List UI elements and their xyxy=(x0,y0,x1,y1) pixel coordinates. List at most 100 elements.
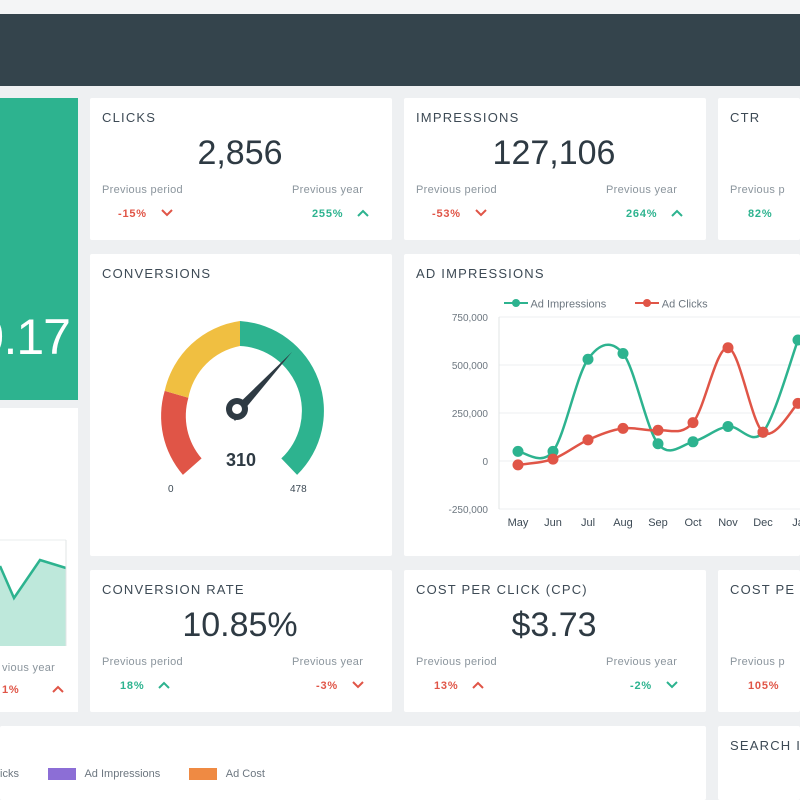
conversion-rate-card[interactable]: CONVERSION RATE 10.85% Previous period P… xyxy=(90,570,392,712)
impressions-card[interactable]: IMPRESSIONS 127,106 Previous period Prev… xyxy=(404,98,706,240)
down-arrow-icon xyxy=(352,681,364,689)
legend-item-label: Ad Cost xyxy=(225,768,265,780)
ctr-title: CTR xyxy=(730,110,761,125)
ad-clicks-point xyxy=(792,397,800,409)
conversions-gauge xyxy=(161,321,324,475)
clicks-card[interactable]: CLICKS 2,856 Previous period Previous ye… xyxy=(90,98,392,240)
left-sparkline-card[interactable]: vious year 1% xyxy=(0,408,78,712)
cpc-prev-period-label: Previous period xyxy=(416,656,497,668)
up-arrow-icon xyxy=(52,684,64,696)
impressions-value: 127,106 xyxy=(492,134,616,172)
x-tick-label: Aug xyxy=(613,517,633,529)
search-card-title: SEARCH I xyxy=(730,738,800,753)
gauge-segment-mid xyxy=(164,321,240,398)
ad-impressions-point xyxy=(617,347,629,359)
cpc-prev-year-value: -2% xyxy=(630,680,678,692)
kpi-highlight-value: 9.17 xyxy=(0,309,71,365)
conversion-rate-prev-period-label: Previous period xyxy=(102,656,183,668)
ad-impressions-title: AD IMPRESSIONS xyxy=(416,266,545,281)
gauge-segment-high xyxy=(240,321,324,475)
dashboard-header xyxy=(0,14,800,86)
clicks-prev-year-label: Previous year xyxy=(292,184,364,196)
conversions-card[interactable]: CONVERSIONS 310 0 478 xyxy=(90,254,392,556)
cost-per-title: COST PE xyxy=(730,582,796,597)
y-tick-label: 250,000 xyxy=(452,409,489,420)
ad-clicks-series-line xyxy=(517,346,799,467)
legend-impressions-marker xyxy=(504,298,528,311)
up-arrow-icon xyxy=(158,681,170,689)
ad-impressions-point xyxy=(547,445,559,457)
x-tick-label: Ja xyxy=(792,517,800,529)
impressions-prev-year-value: 264% xyxy=(626,208,683,220)
search-card[interactable]: SEARCH I xyxy=(718,726,800,800)
cpc-title: COST PER CLICK (CPC) xyxy=(416,582,588,597)
up-arrow-icon xyxy=(357,209,369,217)
legend-swatch-impressions xyxy=(48,768,77,781)
conversions-title: CONVERSIONS xyxy=(102,266,212,281)
impressions-prev-period-value: -53% xyxy=(432,208,487,220)
down-arrow-icon xyxy=(666,681,678,689)
legend-impressions-label: Ad Impressions xyxy=(530,298,607,311)
x-tick-label: Dec xyxy=(753,517,773,529)
gauge-min-label: 0 xyxy=(168,484,174,495)
clicks-value: 2,856 xyxy=(197,134,283,172)
conversion-rate-prev-year-label: Previous year xyxy=(292,656,364,668)
legend-item-label: Ad Impressions xyxy=(84,768,161,780)
ad-clicks-point xyxy=(617,422,629,434)
ad-clicks-point xyxy=(722,342,734,354)
cpc-card[interactable]: COST PER CLICK (CPC) $3.73 Previous peri… xyxy=(404,570,706,712)
ad-impressions-card[interactable]: AD IMPRESSIONS Ad Impressions Ad Clicks … xyxy=(404,254,800,556)
ctr-prev-period-value: 82% xyxy=(748,208,773,220)
ctr-card[interactable]: CTR Previous p 82% xyxy=(718,98,800,240)
bottom-chart-card[interactable]: icks Ad Impressions Ad Cost xyxy=(0,726,706,800)
x-tick-label: Nov xyxy=(718,517,738,529)
up-arrow-icon xyxy=(671,209,683,217)
ad-impressions-point xyxy=(652,438,664,450)
y-tick-label: 750,000 xyxy=(452,313,489,324)
gauge-needle xyxy=(226,352,292,421)
y-tick-label: 0 xyxy=(482,457,488,468)
ad-impressions-point xyxy=(582,353,594,365)
y-tick-label: -250,000 xyxy=(449,505,489,516)
gauge-max-label: 478 xyxy=(290,484,307,495)
legend-item-label: icks xyxy=(0,768,19,780)
top-strip xyxy=(0,0,800,14)
gauge-segment-low xyxy=(161,390,202,475)
kpi-card-highlight[interactable]: 9.17 xyxy=(0,98,78,400)
ad-impressions-point xyxy=(722,420,734,432)
x-tick-label: Sep xyxy=(648,517,668,529)
ad-clicks-point xyxy=(512,459,524,471)
cost-per-card[interactable]: COST PE Previous p 105% xyxy=(718,570,800,712)
x-tick-label: Jul xyxy=(581,517,595,529)
cost-per-prev-period-label: Previous p xyxy=(730,656,785,668)
ad-impressions-point xyxy=(792,334,800,346)
conversion-rate-value: 10.85% xyxy=(182,606,298,644)
conversion-rate-title: CONVERSION RATE xyxy=(102,582,245,597)
ad-impressions-point xyxy=(687,436,699,448)
up-arrow-icon xyxy=(472,681,484,689)
legend-clicks-marker xyxy=(635,298,660,311)
cpc-value: $3.73 xyxy=(511,606,597,644)
impressions-prev-period-label: Previous period xyxy=(416,184,497,196)
ad-clicks-point xyxy=(582,434,594,446)
clicks-prev-year-value: 255% xyxy=(312,208,369,220)
clicks-prev-period-value: -15% xyxy=(118,208,173,220)
left-sparkline-chart xyxy=(0,539,67,646)
legend-clicks-label: Ad Clicks xyxy=(661,298,708,311)
bottom-chart-legend: icks Ad Impressions Ad Cost xyxy=(0,768,265,781)
left-prev-year-value: 1% xyxy=(2,684,20,696)
chart-legend: Ad Impressions Ad Clicks xyxy=(504,298,708,311)
conversions-value: 310 xyxy=(225,450,257,470)
ad-clicks-point xyxy=(757,426,769,438)
cpc-prev-year-label: Previous year xyxy=(606,656,678,668)
down-arrow-icon xyxy=(161,209,173,217)
ad-clicks-point xyxy=(547,453,559,465)
ad-clicks-point xyxy=(652,424,664,436)
cpc-prev-period-value: 13% xyxy=(434,680,484,692)
ad-impressions-line-chart: 750,000 500,000 250,000 0 -250,000 May Jun Jul A… xyxy=(449,313,800,529)
clicks-title: CLICKS xyxy=(102,110,157,125)
conversion-rate-prev-year-value: -3% xyxy=(316,680,364,692)
down-arrow-icon xyxy=(475,209,487,217)
left-prev-year-label: vious year xyxy=(2,662,56,674)
ctr-prev-period-label: Previous p xyxy=(730,184,785,196)
